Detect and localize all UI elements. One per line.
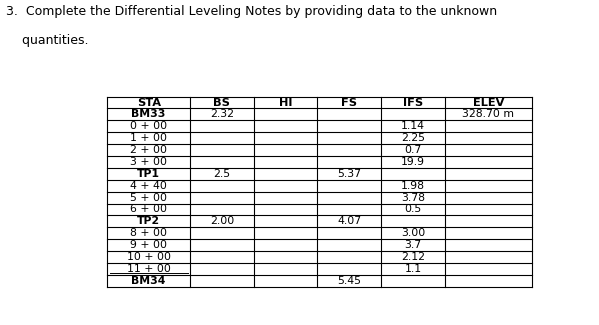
Text: 10 + 00: 10 + 00	[126, 252, 171, 262]
Text: 4.07: 4.07	[337, 216, 361, 227]
Text: 3.00: 3.00	[401, 228, 425, 238]
Text: 11 + 00: 11 + 00	[127, 264, 171, 274]
Text: HI: HI	[279, 98, 292, 108]
Text: 0 + 00: 0 + 00	[130, 121, 167, 131]
Text: 4 + 40: 4 + 40	[130, 181, 167, 191]
Text: 9 + 00: 9 + 00	[130, 240, 167, 250]
Text: 8 + 00: 8 + 00	[130, 228, 167, 238]
Text: BS: BS	[213, 98, 230, 108]
Text: 3.  Complete the Differential Leveling Notes by providing data to the unknown: 3. Complete the Differential Leveling No…	[6, 5, 497, 18]
Text: STA: STA	[137, 98, 161, 108]
Text: 1.14: 1.14	[401, 121, 425, 131]
Text: ELEV: ELEV	[473, 98, 504, 108]
Text: quantities.: quantities.	[6, 34, 89, 47]
Text: 2 + 00: 2 + 00	[130, 145, 167, 155]
Text: 0.5: 0.5	[404, 204, 422, 215]
Text: 2.32: 2.32	[210, 110, 234, 119]
Text: 5 + 00: 5 + 00	[130, 193, 167, 202]
Text: 6 + 00: 6 + 00	[130, 204, 167, 215]
Text: 3.78: 3.78	[401, 193, 425, 202]
Text: BM33: BM33	[131, 110, 166, 119]
Text: 2.5: 2.5	[213, 169, 231, 179]
Text: 2.25: 2.25	[401, 133, 425, 143]
Text: 1.98: 1.98	[401, 181, 425, 191]
Text: TP1: TP1	[137, 169, 160, 179]
Text: 0.7: 0.7	[404, 145, 422, 155]
Text: 2.12: 2.12	[401, 252, 425, 262]
Text: BM34: BM34	[131, 276, 166, 286]
Text: TP2: TP2	[137, 216, 160, 227]
Text: IFS: IFS	[403, 98, 423, 108]
Text: 1.1: 1.1	[404, 264, 422, 274]
Text: FS: FS	[341, 98, 357, 108]
Text: 3 + 00: 3 + 00	[130, 157, 167, 167]
Text: 19.9: 19.9	[401, 157, 425, 167]
Text: 2.00: 2.00	[210, 216, 234, 227]
Text: 1 + 00: 1 + 00	[130, 133, 167, 143]
Text: 328.70 m: 328.70 m	[462, 110, 515, 119]
Text: 5.37: 5.37	[337, 169, 361, 179]
Text: 3.7: 3.7	[404, 240, 422, 250]
Text: 5.45: 5.45	[337, 276, 361, 286]
